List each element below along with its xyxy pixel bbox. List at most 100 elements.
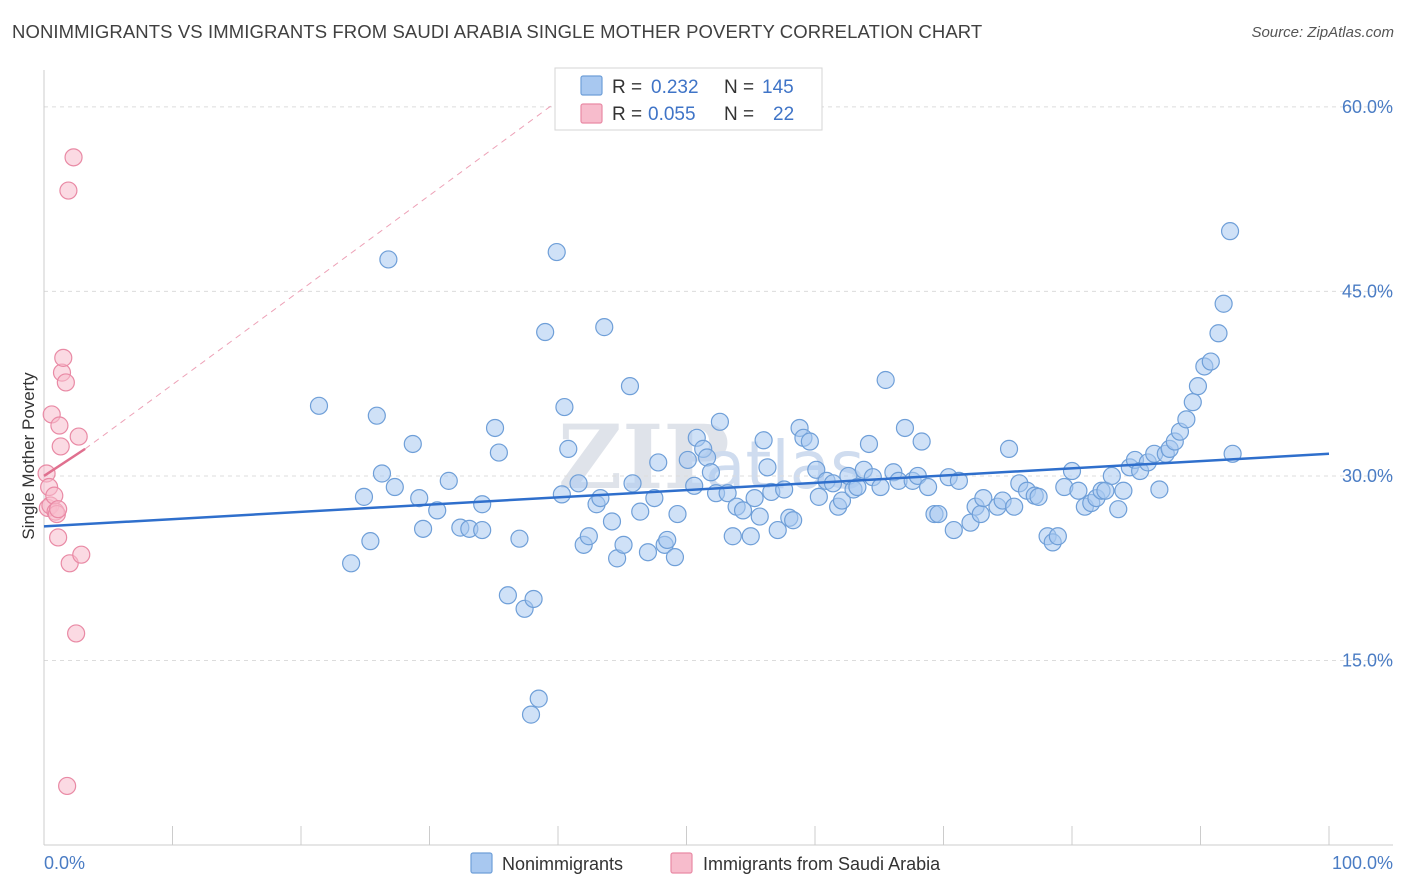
nonimmigrants-point-96 xyxy=(929,504,948,524)
nonimmigrants-point-116 xyxy=(1062,461,1082,481)
nonimmigrants-point-99 xyxy=(949,471,969,490)
nonimmigrants-point-43 xyxy=(645,488,664,508)
nonimmigrants-point-2 xyxy=(354,487,374,506)
nonimmigrants-point-36 xyxy=(602,512,622,531)
saudi-arabia-point-10 xyxy=(51,437,70,456)
nonimmigrants-point-0 xyxy=(309,396,329,415)
saudi-arabia-point-18 xyxy=(69,427,88,446)
legend-swatch-nonimmigrants xyxy=(580,75,603,96)
saudi-arabia-point-16 xyxy=(64,148,83,167)
saudi-arabia-point-8 xyxy=(49,528,68,547)
nonimmigrants-point-58 xyxy=(723,527,742,546)
nonimmigrants-point-24 xyxy=(529,689,548,708)
nonimmigrants-point-30 xyxy=(569,474,588,493)
nonimmigrants-point-38 xyxy=(614,535,633,554)
x-tick-label-min: 0.0% xyxy=(44,853,85,873)
nonimmigrants-point-138 xyxy=(1188,377,1208,396)
saudi-arabia-point-20 xyxy=(58,776,77,796)
nonimmigrants-point-3 xyxy=(361,532,380,551)
nonimmigrants-point-23 xyxy=(524,589,543,609)
nonimmigrants-point-56 xyxy=(710,412,730,431)
nonimmigrants-point-125 xyxy=(1114,481,1133,500)
saudi-arabia-point-13 xyxy=(56,373,75,392)
nonimmigrants-point-136 xyxy=(1177,410,1196,429)
saudi-arabia-point-21 xyxy=(49,500,68,519)
nonimmigrants-point-11 xyxy=(428,501,447,520)
nonimmigrants-point-82 xyxy=(848,477,867,497)
saudi-arabia-point-19 xyxy=(72,545,91,564)
nonimmigrants-point-94 xyxy=(918,477,938,497)
legend-n-value-saudi-arabia: 22 xyxy=(773,104,794,125)
saudi-arabia-point-14 xyxy=(59,181,78,200)
nonimmigrants-point-29 xyxy=(559,439,578,458)
nonimmigrants-point-124 xyxy=(1109,500,1128,519)
axes xyxy=(43,70,1393,846)
nonimmigrants-point-20 xyxy=(510,529,529,548)
nonimmigrants-point-93 xyxy=(912,432,931,451)
nonimmigrants-point-79 xyxy=(832,491,852,510)
nonimmigrants-point-142 xyxy=(1214,294,1233,313)
nonimmigrants-point-18 xyxy=(489,443,508,462)
pink-trend-extension xyxy=(84,100,559,450)
nonimmigrants-point-61 xyxy=(741,527,760,546)
nonimmigrants-point-41 xyxy=(631,502,650,521)
nonimmigrants-point-25 xyxy=(536,322,555,342)
y-tick-label-60: 60.0% xyxy=(1342,97,1393,117)
nonimmigrants-point-8 xyxy=(403,434,422,454)
y-tick-label-15: 15.0% xyxy=(1342,650,1393,670)
nonimmigrants-point-47 xyxy=(665,548,685,567)
legend-r-value-nonimmigrants: 0.232 xyxy=(651,77,699,98)
nonimmigrants-point-27 xyxy=(552,485,571,504)
nonimmigrants-point-39 xyxy=(620,377,640,396)
nonimmigrants-point-102 xyxy=(971,504,990,524)
nonimmigrants-point-84 xyxy=(859,434,879,454)
nonimmigrants-point-50 xyxy=(685,476,704,495)
x-tick-label-max: 100.0% xyxy=(1332,853,1393,873)
nonimmigrants-point-60 xyxy=(733,501,753,520)
legend-r-value-saudi-arabia: 0.055 xyxy=(648,104,696,125)
bottom-legend: Nonimmigrants Immigrants from Saudi Arab… xyxy=(470,852,941,874)
nonimmigrants-point-74 xyxy=(807,460,826,479)
nonimmigrants-point-67 xyxy=(768,520,787,540)
nonimmigrants-point-15 xyxy=(473,495,492,514)
nonimmigrants-point-19 xyxy=(498,586,517,605)
nonimmigrants-point-10 xyxy=(413,519,433,538)
saudi-arabia-point-12 xyxy=(54,348,73,367)
y-tick-labels: 15.0% 30.0% 45.0% 60.0% xyxy=(1342,97,1393,671)
nonimmigrants-point-26 xyxy=(547,242,566,262)
nonimmigrants-point-75 xyxy=(809,487,828,506)
x-tick-labels: 0.0% 100.0% xyxy=(44,853,1393,873)
nonimmigrants-point-1 xyxy=(342,554,361,573)
nonimmigrants-point-111 xyxy=(1029,487,1048,506)
nonimmigrants-point-28 xyxy=(555,397,574,417)
nonimmigrants-point-6 xyxy=(379,250,398,269)
nonimmigrants-point-140 xyxy=(1201,352,1220,371)
y-tick-label-30: 30.0% xyxy=(1342,466,1393,486)
saudi-arabia-point-9 xyxy=(50,416,69,435)
nonimmigrants-point-63 xyxy=(750,507,769,526)
nonimmigrants-point-46 xyxy=(658,530,677,550)
nonimmigrants-point-70 xyxy=(784,511,803,530)
legend-r-label-nonimmigrants: R = xyxy=(612,77,642,98)
nonimmigrants-point-48 xyxy=(668,504,687,524)
nonimmigrants-point-90 xyxy=(895,418,915,438)
nonimmigrants-point-131 xyxy=(1150,480,1169,499)
y-tick-label-45: 45.0% xyxy=(1342,281,1393,301)
series-nonimmigrants-points xyxy=(309,222,1242,724)
nonimmigrants-point-106 xyxy=(999,439,1019,458)
nonimmigrants-point-141 xyxy=(1209,324,1228,343)
nonimmigrants-point-7 xyxy=(385,477,404,497)
series-saudi-arabia-points xyxy=(37,148,91,796)
saudi-arabia-trend-line xyxy=(43,447,86,477)
nonimmigrants-point-54 xyxy=(701,463,721,482)
stats-legend: R = 0.232 N = 145 R = 0.055 N = 22 xyxy=(554,67,823,131)
nonimmigrants-point-32 xyxy=(579,527,598,546)
nonimmigrants-point-137 xyxy=(1183,393,1202,412)
trend-lines xyxy=(43,447,1330,528)
bottom-legend-swatch-nonimmigrants xyxy=(470,852,493,874)
chart-title: NONIMMIGRANTS VS IMMIGRANTS FROM SAUDI A… xyxy=(12,21,983,42)
nonimmigrants-point-5 xyxy=(372,464,392,483)
legend-n-value-nonimmigrants: 145 xyxy=(762,77,794,98)
nonimmigrants-point-4 xyxy=(367,406,386,425)
